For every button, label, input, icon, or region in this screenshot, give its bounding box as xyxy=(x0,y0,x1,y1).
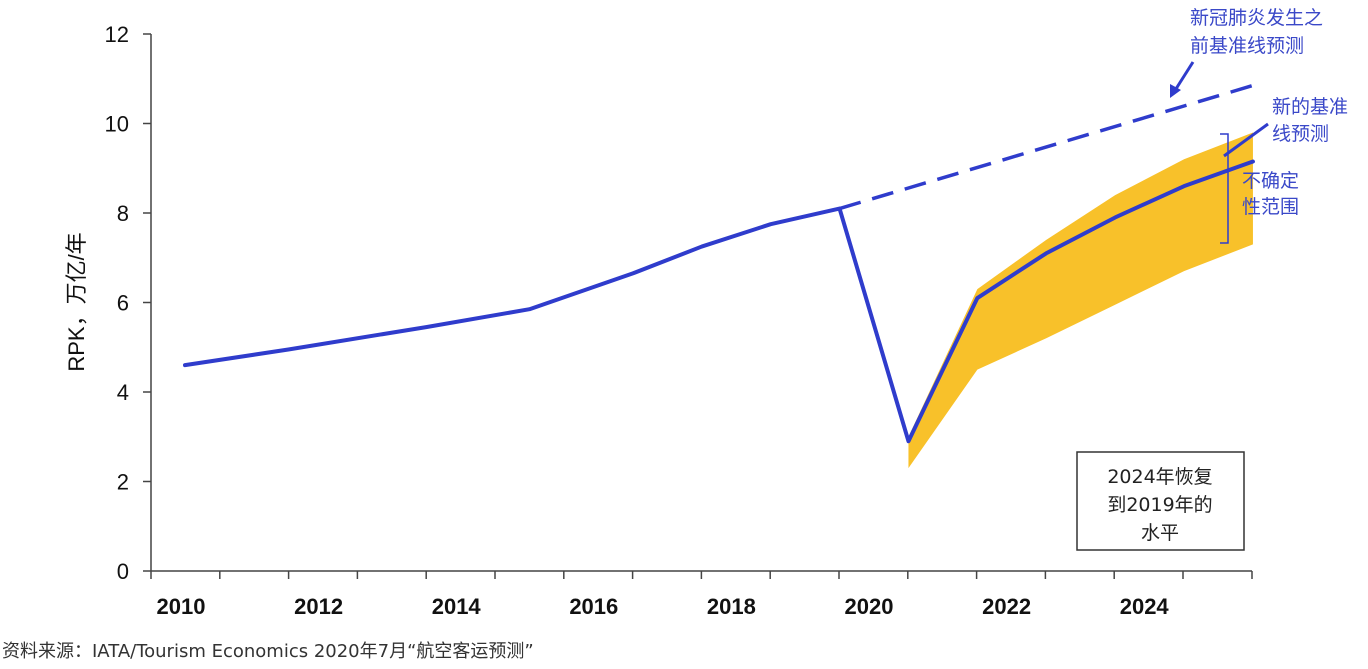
x-tick-label: 2024 xyxy=(1120,594,1170,619)
recovery-note-box xyxy=(1076,451,1245,551)
y-tick-label: 8 xyxy=(117,201,129,226)
x-tick-label: 2014 xyxy=(432,594,482,619)
uncertainty-band-layer xyxy=(908,132,1253,469)
x-tick-label: 2022 xyxy=(982,594,1031,619)
y-tick-label: 2 xyxy=(117,470,129,495)
x-tick-label: 2016 xyxy=(569,594,618,619)
x-tick-label: 2020 xyxy=(845,594,894,619)
y-tick-label: 10 xyxy=(105,112,129,137)
y-tick-label: 0 xyxy=(117,559,129,584)
x-tick-label: 2012 xyxy=(294,594,343,619)
series-line-new-baseline xyxy=(183,159,1255,444)
new-baseline-label-line2: 线预测 xyxy=(1272,123,1329,145)
x-ticks: 2010 2012 2014 2016 2018 2020 2022 2024 xyxy=(150,571,1253,619)
series-layer xyxy=(183,83,1255,444)
uncertainty-label-line1: 不确定 xyxy=(1242,170,1299,192)
y-tick-label: 12 xyxy=(105,22,129,47)
uncertainty-bracket xyxy=(1220,133,1229,244)
uncertainty-band xyxy=(908,132,1253,469)
pre-covid-arrow-head xyxy=(1170,84,1181,98)
y-tick-label: 6 xyxy=(117,291,129,316)
y-ticks: 0 2 4 6 8 10 12 xyxy=(105,22,151,584)
recovery-note-line1: 2024年恢复 xyxy=(1107,466,1212,488)
series-line-pre-covid-baseline xyxy=(839,83,1254,211)
uncertainty-label-line2: 性范围 xyxy=(1242,196,1299,218)
pre-covid-baseline-label-line2: 前基准线预测 xyxy=(1190,35,1304,57)
y-tick-label: 4 xyxy=(117,380,129,405)
recovery-note-line2: 到2019年的 xyxy=(1107,494,1212,516)
pre-covid-baseline-label-line1: 新冠肺炎发生之 xyxy=(1190,7,1323,29)
pre-covid-arrow xyxy=(1172,61,1195,93)
x-tick-label: 2018 xyxy=(707,594,756,619)
new-baseline-arrow xyxy=(1223,122,1269,158)
new-baseline-label-line1: 新的基准 xyxy=(1272,96,1348,118)
source-note: 资料来源：IATA/Tourism Economics 2020年7月“航空客运… xyxy=(2,641,534,662)
y-axis-label: RPK，万亿/年 xyxy=(64,232,89,371)
recovery-note-line3: 水平 xyxy=(1141,522,1179,544)
x-tick-label: 2010 xyxy=(157,594,206,619)
